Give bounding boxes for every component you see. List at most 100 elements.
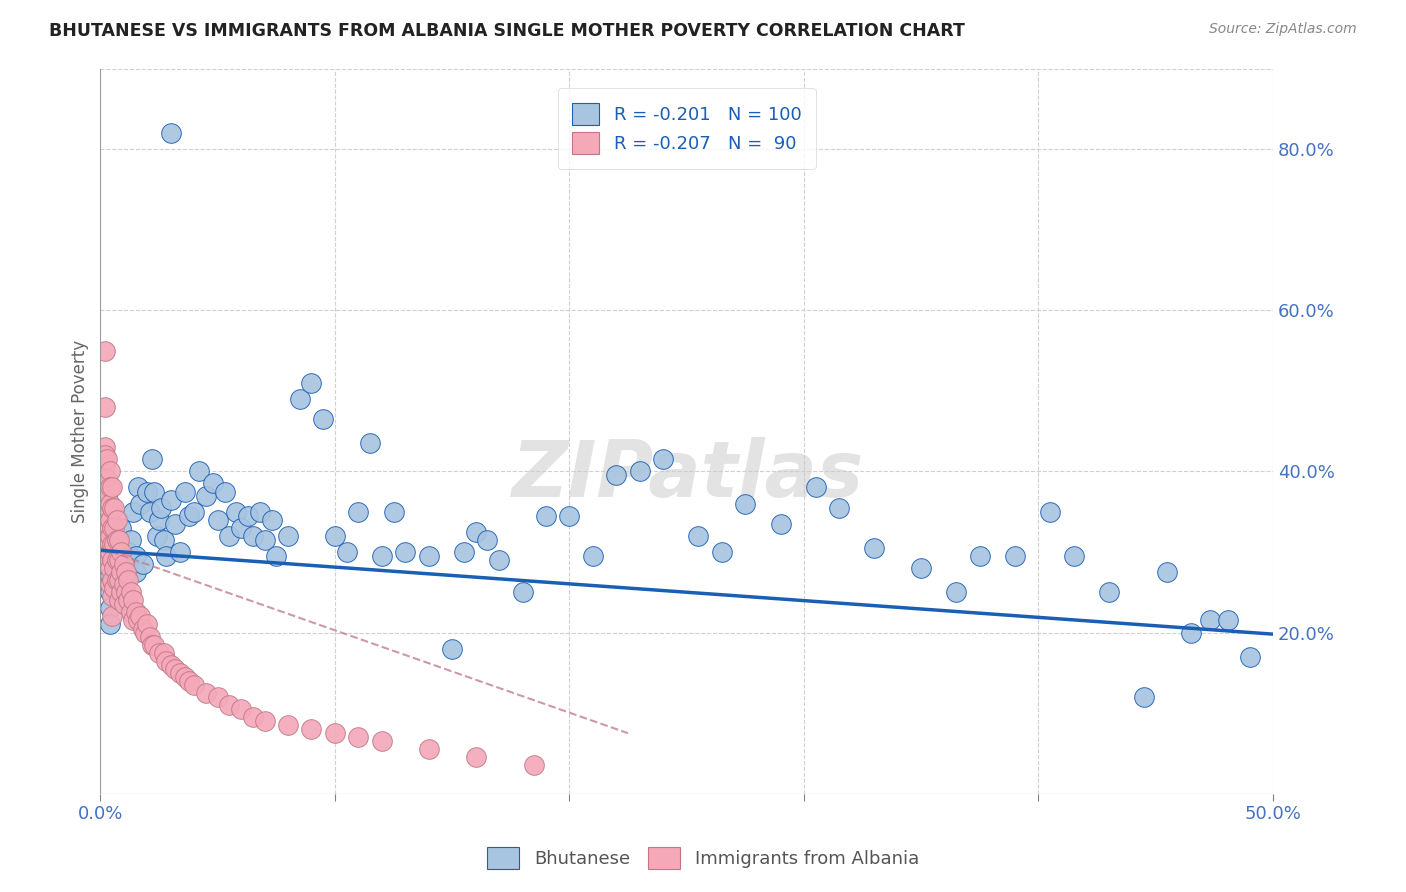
Point — [108, 553, 131, 567]
Point — [1039, 505, 1062, 519]
Point — [277, 529, 299, 543]
Point — [103, 573, 125, 587]
Point — [159, 492, 181, 507]
Point — [117, 561, 139, 575]
Point — [94, 343, 117, 358]
Point — [98, 464, 121, 478]
Point — [94, 472, 117, 486]
Point — [127, 614, 149, 628]
Point — [94, 460, 117, 475]
Point — [207, 690, 229, 704]
Point — [145, 529, 167, 543]
Point — [110, 585, 132, 599]
Point — [218, 698, 240, 712]
Text: Source: ZipAtlas.com: Source: ZipAtlas.com — [1209, 22, 1357, 37]
Point — [124, 606, 146, 620]
Point — [103, 561, 125, 575]
Point — [1198, 614, 1220, 628]
Point — [115, 565, 138, 579]
Point — [734, 497, 756, 511]
Point — [115, 585, 138, 599]
Point — [1098, 585, 1121, 599]
Point — [323, 726, 346, 740]
Point — [1156, 565, 1178, 579]
Point — [112, 561, 135, 575]
Point — [523, 758, 546, 772]
Point — [103, 537, 125, 551]
Point — [179, 508, 201, 523]
Point — [108, 573, 131, 587]
Point — [394, 545, 416, 559]
Point — [236, 508, 259, 523]
Point — [534, 508, 557, 523]
Point — [242, 529, 264, 543]
Point — [101, 589, 124, 603]
Point — [464, 524, 486, 539]
Point — [103, 521, 125, 535]
Point — [371, 549, 394, 563]
Point — [112, 557, 135, 571]
Point — [179, 673, 201, 688]
Point — [120, 585, 142, 599]
Point — [112, 577, 135, 591]
Point — [249, 505, 271, 519]
Point — [582, 549, 605, 563]
Point — [96, 549, 118, 563]
Point — [152, 646, 174, 660]
Point — [129, 497, 152, 511]
Point — [242, 710, 264, 724]
Point — [98, 549, 121, 563]
Point — [134, 625, 156, 640]
Point — [101, 481, 124, 495]
Point — [214, 484, 236, 499]
Point — [288, 392, 311, 406]
Point — [101, 500, 124, 515]
Point — [194, 489, 217, 503]
Point — [464, 750, 486, 764]
Point — [1239, 649, 1261, 664]
Point — [165, 516, 187, 531]
Point — [131, 557, 153, 571]
Legend: R = -0.201   N = 100, R = -0.207   N =  90: R = -0.201 N = 100, R = -0.207 N = 90 — [558, 88, 815, 169]
Point — [155, 654, 177, 668]
Point — [159, 126, 181, 140]
Point — [605, 468, 627, 483]
Point — [127, 481, 149, 495]
Point — [96, 472, 118, 486]
Point — [229, 521, 252, 535]
Point — [96, 500, 118, 515]
Point — [138, 630, 160, 644]
Point — [558, 508, 581, 523]
Point — [1133, 690, 1156, 704]
Point — [312, 412, 335, 426]
Point — [169, 665, 191, 680]
Point — [253, 533, 276, 547]
Point — [253, 714, 276, 728]
Point — [218, 529, 240, 543]
Point — [969, 549, 991, 563]
Point — [112, 549, 135, 563]
Point — [98, 561, 121, 575]
Point — [136, 617, 159, 632]
Point — [150, 500, 173, 515]
Point — [828, 500, 851, 515]
Point — [488, 553, 510, 567]
Point — [98, 577, 121, 591]
Point — [336, 545, 359, 559]
Point — [371, 734, 394, 748]
Point — [173, 484, 195, 499]
Point — [710, 545, 733, 559]
Point — [138, 505, 160, 519]
Point — [105, 573, 128, 587]
Point — [122, 614, 145, 628]
Point — [94, 505, 117, 519]
Point — [117, 545, 139, 559]
Point — [347, 731, 370, 745]
Point — [103, 553, 125, 567]
Point — [98, 601, 121, 615]
Point — [183, 678, 205, 692]
Point — [98, 481, 121, 495]
Point — [98, 585, 121, 599]
Point — [108, 557, 131, 571]
Point — [207, 513, 229, 527]
